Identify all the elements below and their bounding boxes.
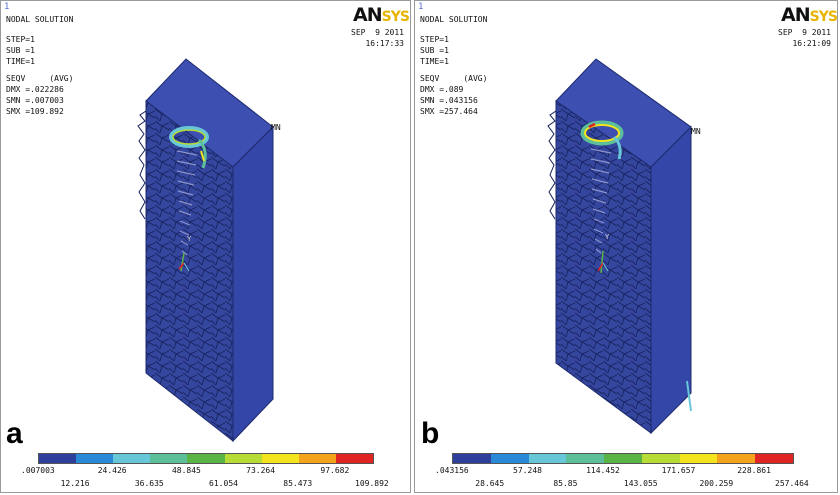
- time-readout: TIME=1: [420, 57, 449, 66]
- legend-tick-label: 12.216: [60, 479, 90, 488]
- legend-tick-label: 36.635: [134, 479, 164, 488]
- seqv-readout: SEQV (AVG): [6, 74, 74, 83]
- legend-tick-label: 171.657: [661, 466, 696, 475]
- legend-tick-label: 57.248: [513, 466, 542, 475]
- legend-swatch-5: [641, 454, 680, 463]
- smn-readout: SMN =.043156: [420, 96, 478, 105]
- legend-swatch-1: [490, 454, 529, 463]
- legend-tick-label: 48.845: [171, 466, 201, 475]
- date-stamp: SEP 9 2011: [351, 28, 404, 37]
- sub-readout: SUB =1: [420, 46, 449, 55]
- legend-swatch-0: [39, 454, 77, 463]
- legend-tick-label: .043156: [435, 466, 469, 475]
- sub-readout: SUB =1: [6, 46, 35, 55]
- result-panel-b: 1 NODAL SOLUTION STEP=1 SUB =1 TIME=1 SE…: [414, 0, 838, 493]
- legend-tick-label: 228.861: [737, 466, 771, 475]
- legend-swatch-4: [187, 454, 225, 463]
- smx-readout: SMX =109.892: [6, 107, 64, 116]
- nodal-solution-title: NODAL SOLUTION: [6, 15, 74, 24]
- legend-tick-label: 200.259: [699, 479, 734, 488]
- legend-tick-label: 28.645: [475, 479, 505, 488]
- legend-tick-label: 24.426: [97, 466, 127, 475]
- fea-mesh-model: Y: [547, 58, 692, 435]
- legend-tick-label: 109.892: [355, 479, 389, 488]
- time-stamp: 16:21:09: [792, 39, 831, 48]
- legend-tick-label: 97.682: [320, 466, 350, 475]
- dmx-readout: DMX =.022286: [6, 85, 64, 94]
- legend-swatch-3: [566, 454, 605, 463]
- ansys-logo: ANSYS: [353, 4, 410, 26]
- dmx-readout: DMX =.089: [420, 85, 464, 94]
- legend-swatch-6: [679, 454, 718, 463]
- svg-text:Y: Y: [187, 235, 192, 243]
- legend-swatch-5: [224, 454, 262, 463]
- mn-marker: MN: [691, 127, 701, 136]
- smx-readout: SMX =257.464: [420, 107, 478, 116]
- legend-swatch-8: [335, 454, 373, 463]
- legend-swatch-4: [604, 454, 642, 463]
- step-readout: STEP=1: [420, 35, 449, 44]
- fea-mesh-model: Y: [137, 58, 274, 443]
- date-stamp: SEP 9 2011: [778, 28, 831, 37]
- legend-tick-label: .007003: [21, 466, 55, 475]
- mn-marker: MN: [271, 123, 281, 132]
- smn-readout: SMN =.007003: [6, 96, 64, 105]
- legend-tick-label: 85.85: [553, 479, 578, 488]
- window-index: 1: [418, 2, 424, 12]
- legend-tick-label: 257.464: [775, 479, 809, 488]
- result-panel-a: 1 NODAL SOLUTION STEP=1 SUB =1 TIME=1 SE…: [0, 0, 411, 493]
- legend-swatch-0: [453, 454, 491, 463]
- legend-tick-label: 114.452: [586, 466, 620, 475]
- legend-swatch-2: [528, 454, 567, 463]
- legend-swatch-2: [113, 454, 151, 463]
- color-legend-bar: [452, 453, 794, 464]
- time-stamp: 16:17:33: [365, 39, 404, 48]
- figure-label: a: [6, 417, 23, 450]
- legend-tick-label: 85.473: [283, 479, 313, 488]
- legend-swatch-7: [717, 454, 756, 463]
- window-index: 1: [4, 2, 10, 12]
- legend-swatch-6: [261, 454, 299, 463]
- legend-swatch-7: [298, 454, 336, 463]
- nodal-solution-title: NODAL SOLUTION: [420, 15, 488, 24]
- legend-swatch-3: [150, 454, 188, 463]
- seqv-readout: SEQV (AVG): [420, 74, 488, 83]
- svg-text:Y: Y: [605, 233, 610, 241]
- figure-label: b: [421, 417, 440, 450]
- legend-tick-label: 61.054: [209, 479, 238, 488]
- legend-tick-label: 73.264: [246, 466, 276, 475]
- time-readout: TIME=1: [6, 57, 35, 66]
- legend-swatch-1: [76, 454, 114, 463]
- ansys-logo: ANSYS: [781, 4, 837, 26]
- legend-swatch-8: [755, 454, 794, 463]
- step-readout: STEP=1: [6, 35, 35, 44]
- color-legend-bar: [38, 453, 374, 464]
- legend-tick-label: 143.055: [623, 479, 658, 488]
